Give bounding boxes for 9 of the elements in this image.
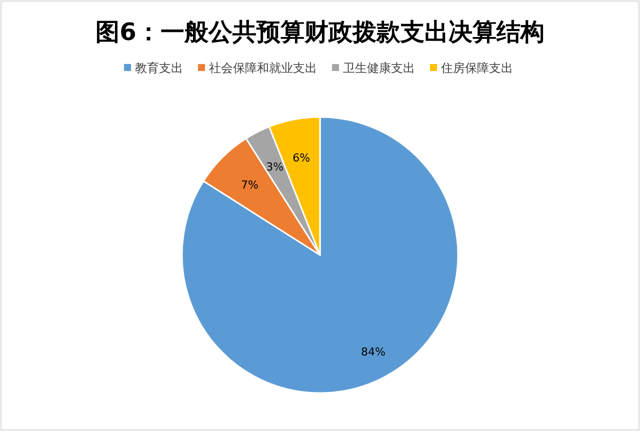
data-label: 6% — [292, 151, 310, 164]
data-label: 84% — [360, 346, 386, 359]
data-label: 3% — [266, 160, 284, 174]
legend-label: 教育支出 — [135, 61, 183, 75]
legend-label: 卫生健康支出 — [343, 61, 415, 75]
data-label: 7% — [241, 178, 258, 192]
chart-title: 图6：一般公共预算财政拨款支出决算结构 — [96, 18, 544, 46]
legend-label: 社会保障和就业支出 — [209, 61, 317, 75]
legend-label: 住房保障支出 — [440, 61, 513, 75]
